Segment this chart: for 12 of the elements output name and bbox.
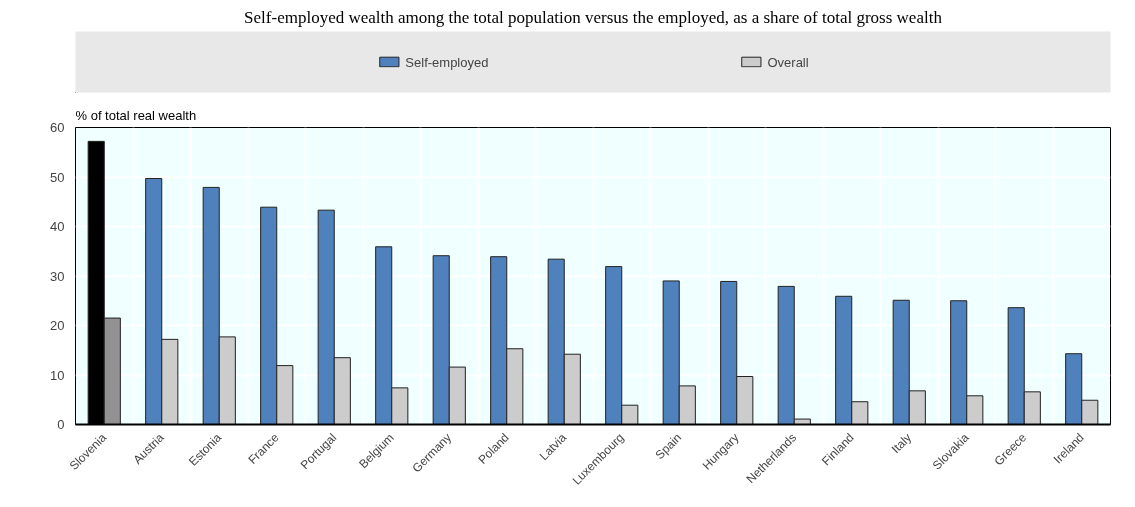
x-tick-label: Italy [888,430,915,457]
y-tick-label: 40 [50,219,65,234]
y-tick-label: 50 [50,169,65,185]
chart-title: Self-employed wealth among the total population versus the employed, as a share of total gross wealth [244,7,943,27]
y-tick-label: 0 [57,417,65,432]
y-tick-label: 20 [50,318,65,333]
y-tick-label: 10 [50,367,65,383]
legend-label: Overall [767,54,809,69]
legend-label: Self-employed [405,54,489,69]
y-tick-label: 60 [50,120,65,135]
y-tick-label: 30 [50,268,65,284]
y-axis-title: % of total real wealth [75,107,197,123]
